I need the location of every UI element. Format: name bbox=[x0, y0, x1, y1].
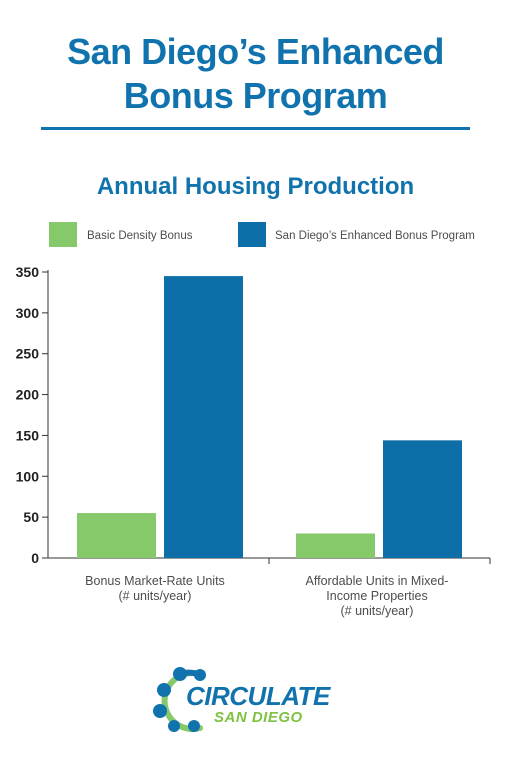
x-category-label-line: Bonus Market-Rate Units bbox=[85, 574, 225, 588]
y-tick-label: 0 bbox=[31, 550, 39, 566]
x-category-label-line: Affordable Units in Mixed- bbox=[305, 574, 449, 588]
logo-subtitle: SAN DIEGO bbox=[214, 709, 303, 726]
x-category-label-line: (# units/year) bbox=[340, 604, 414, 618]
bar-enhanced-0 bbox=[164, 276, 243, 558]
x-category-label-line: (# units/year) bbox=[118, 589, 192, 603]
x-category-label-market-rate: Bonus Market-Rate Units (# units/year) bbox=[60, 574, 250, 604]
y-tick-label: 250 bbox=[16, 346, 40, 362]
logo-wordmark: CIRCULATE bbox=[186, 681, 330, 711]
bar-chart: 0 50 100 150 200 250 300 350 bbox=[16, 264, 491, 566]
y-tick-label: 100 bbox=[16, 468, 40, 484]
legend-label-enhanced: San Diego’s Enhanced Bonus Program bbox=[275, 230, 475, 242]
title-divider bbox=[41, 127, 470, 130]
logo-ring-icon bbox=[153, 667, 206, 732]
y-tick-label: 350 bbox=[16, 264, 40, 280]
y-tick-label: 300 bbox=[16, 305, 40, 321]
bar-enhanced-1 bbox=[383, 440, 462, 558]
y-tick-label: 50 bbox=[23, 509, 39, 525]
y-tick-label: 200 bbox=[16, 387, 40, 403]
legend-label-basic: Basic Density Bonus bbox=[87, 230, 193, 242]
title-line-1: San Diego’s Enhanced bbox=[67, 31, 444, 72]
bar-basic-1 bbox=[296, 533, 375, 558]
page-title: San Diego’s Enhanced Bonus Program bbox=[0, 30, 511, 118]
x-category-label-affordable: Affordable Units in Mixed- Income Propert… bbox=[282, 574, 472, 619]
chart-title: Annual Housing Production bbox=[96, 173, 415, 200]
y-tick-label: 150 bbox=[16, 427, 40, 443]
legend-swatch-basic bbox=[49, 222, 77, 247]
x-category-label-line: Income Properties bbox=[326, 589, 428, 603]
legend-swatch-enhanced bbox=[238, 222, 266, 247]
bar-basic-0 bbox=[77, 513, 156, 558]
circulate-san-diego-logo: CIRCULATE SAN DIEGO bbox=[150, 664, 365, 736]
title-line-2: Bonus Program bbox=[123, 75, 388, 116]
